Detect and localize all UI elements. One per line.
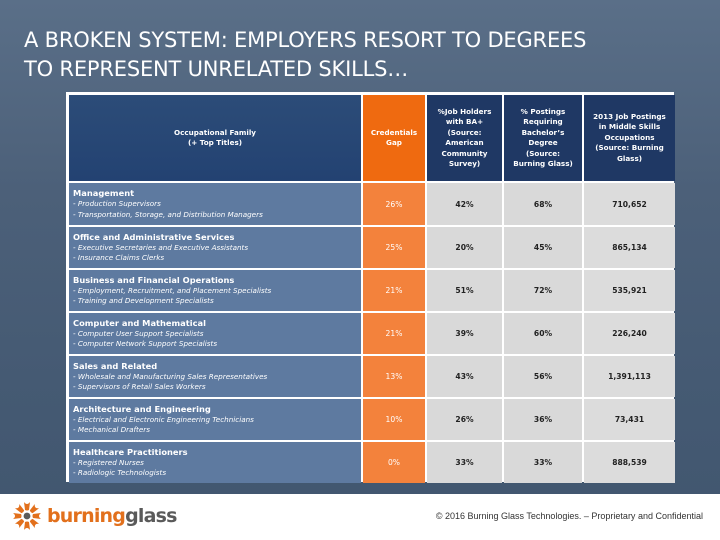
occupational-family-cell: Office and Administrative Services - Exe… (69, 227, 361, 268)
family-top-title: - Production Supervisors (73, 199, 161, 208)
family-top-title: - Wholesale and Manufacturing Sales Repr… (73, 371, 268, 381)
family-top-title: - Computer User Support Specialists (73, 328, 204, 338)
header-occupational-family: Occupational Family (+ Top Titles) (69, 95, 361, 181)
family-top-title: - Employment, Recruitment, and Placement… (73, 285, 272, 295)
occupational-family-cell: Management - Production Supervisors - Tr… (69, 183, 361, 225)
slide-title: A BROKEN SYSTEM: EMPLOYERS RESORT TO DEG… (24, 28, 587, 81)
postings-ba-cell: 60% (504, 313, 582, 354)
ba-holders-cell: 33% (427, 442, 502, 483)
family-top-title: - Executive Secretaries and Executive As… (73, 242, 249, 252)
occupational-family-cell: Computer and Mathematical - Computer Use… (69, 313, 361, 354)
family-name: Management (73, 188, 135, 198)
postings-ba-cell: 33% (504, 442, 582, 483)
table-row: Management - Production Supervisors - Tr… (69, 183, 675, 225)
table-row: Healthcare Practitioners - Registered Nu… (69, 442, 675, 483)
credentials-gap-cell: 10% (363, 399, 425, 440)
family-top-title: - Insurance Claims Clerks (73, 253, 165, 262)
family-top-title: - Electrical and Electronic Engineering … (73, 414, 254, 424)
copyright-notice: © 2016 Burning Glass Technologies. – Pro… (435, 511, 703, 521)
family-top-title: - Registered Nurses (73, 457, 144, 467)
credentials-gap-cell: 21% (363, 270, 425, 311)
ba-holders-cell: 42% (427, 183, 502, 225)
postings-2013-cell: 535,921 (584, 270, 675, 311)
skills-table-container: Occupational Family (+ Top Titles) Crede… (66, 92, 677, 485)
table-row: Sales and Related - Wholesale and Manufa… (69, 356, 675, 397)
family-name: Business and Financial Operations (73, 274, 235, 285)
ba-holders-cell: 51% (427, 270, 502, 311)
postings-2013-cell: 73,431 (584, 399, 675, 440)
family-top-title: - Supervisors of Retail Sales Workers (73, 382, 206, 391)
postings-2013-cell: 865,134 (584, 227, 675, 268)
family-top-title: - Radiologic Technologists (73, 468, 167, 477)
credentials-gap-cell: 21% (363, 313, 425, 354)
table-row: Computer and Mathematical - Computer Use… (69, 313, 675, 354)
logo-word-glass: glass (125, 505, 177, 527)
credentials-gap-cell: 13% (363, 356, 425, 397)
ba-holders-cell: 39% (427, 313, 502, 354)
credentials-gap-cell: 26% (363, 183, 425, 225)
postings-ba-cell: 45% (504, 227, 582, 268)
family-name: Healthcare Practitioners (73, 446, 188, 457)
table-row: Business and Financial Operations - Empl… (69, 270, 675, 311)
family-top-title: - Computer Network Support Specialists (73, 339, 218, 348)
postings-ba-cell: 68% (504, 183, 582, 225)
header-postings-requiring-ba: % Postings Requiring Bachelor’s Degree (… (504, 95, 582, 181)
ba-holders-cell: 26% (427, 399, 502, 440)
family-name: Office and Administrative Services (73, 231, 235, 242)
logo-word-burning: burning (47, 505, 126, 527)
family-name: Architecture and Engineering (73, 403, 211, 414)
credentials-gap-cell: 0% (363, 442, 425, 483)
family-top-title: - Mechanical Drafters (73, 425, 150, 434)
ba-holders-cell: 43% (427, 356, 502, 397)
postings-2013-cell: 226,240 (584, 313, 675, 354)
credentials-gap-cell: 25% (363, 227, 425, 268)
ba-holders-cell: 20% (427, 227, 502, 268)
header-2013-postings: 2013 Job Postings in Middle Skills Occup… (584, 95, 675, 181)
postings-ba-cell: 36% (504, 399, 582, 440)
skills-table: Occupational Family (+ Top Titles) Crede… (67, 93, 677, 485)
postings-2013-cell: 1,391,113 (584, 356, 675, 397)
burning-glass-logo: burningglass (12, 500, 177, 532)
header-credentials-gap: Credentials Gap (363, 95, 425, 181)
postings-2013-cell: 888,539 (584, 442, 675, 483)
table-row: Office and Administrative Services - Exe… (69, 227, 675, 268)
occupational-family-cell: Healthcare Practitioners - Registered Nu… (69, 442, 361, 483)
postings-ba-cell: 72% (504, 270, 582, 311)
footer-band (0, 494, 720, 540)
family-top-title: - Training and Development Specialists (73, 296, 214, 305)
occupational-family-cell: Architecture and Engineering - Electrica… (69, 399, 361, 440)
occupational-family-cell: Sales and Related - Wholesale and Manufa… (69, 356, 361, 397)
table-row: Architecture and Engineering - Electrica… (69, 399, 675, 440)
table-header-row: Occupational Family (+ Top Titles) Crede… (69, 95, 675, 181)
occupational-family-cell: Business and Financial Operations - Empl… (69, 270, 361, 311)
family-name: Sales and Related (73, 360, 158, 371)
family-name: Computer and Mathematical (73, 317, 206, 328)
header-ba-holders: %Job Holders with BA+ (Source: American … (427, 95, 502, 181)
postings-2013-cell: 710,652 (584, 183, 675, 225)
burning-glass-logo-icon (13, 502, 41, 530)
postings-ba-cell: 56% (504, 356, 582, 397)
family-top-title: - Transportation, Storage, and Distribut… (73, 209, 263, 219)
logo-wordmark: burningglass (47, 501, 177, 531)
